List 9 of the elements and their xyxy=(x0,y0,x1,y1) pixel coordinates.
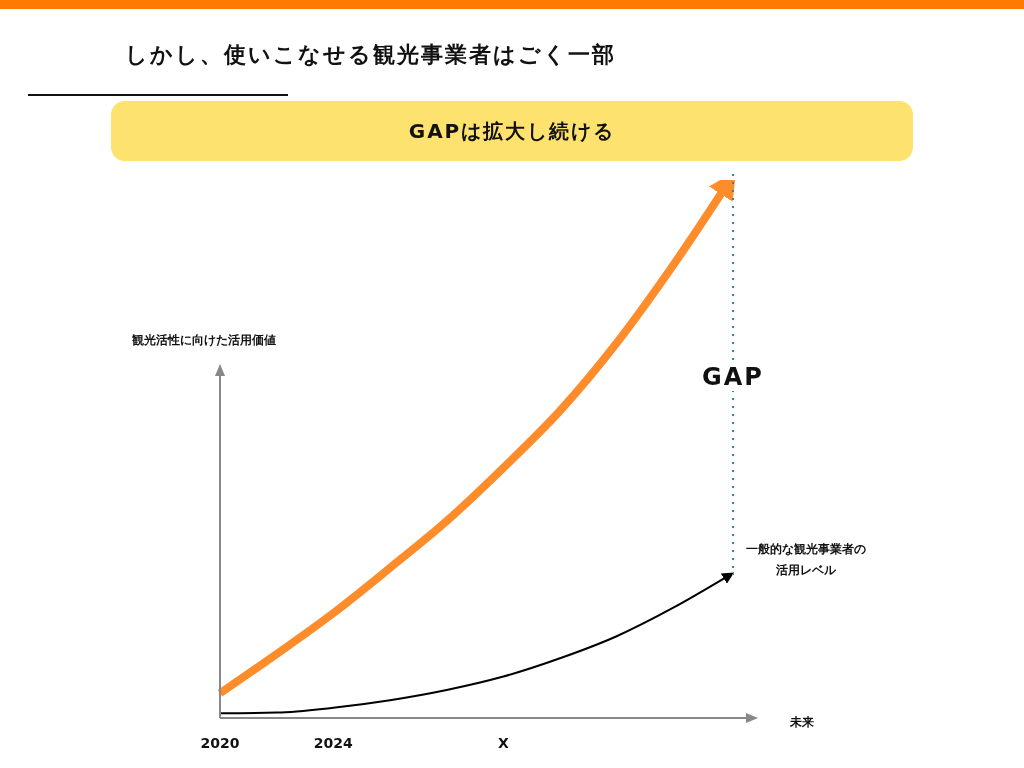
chart-subtitle: GAPは拡大し続ける xyxy=(408,117,616,145)
x-tick-label: 2024 xyxy=(313,734,354,751)
x-tick-label: X xyxy=(497,734,509,751)
annotation: GAP xyxy=(693,363,773,392)
chart-title: しかし、使いこなせる観光事業者はごく一部 xyxy=(125,41,616,69)
x-tick-label: 2020 xyxy=(200,734,240,751)
series-label: 一般的な観光事業者の活用レベル xyxy=(745,540,867,579)
y-axis-title: 観光活性に向けた活用価値 xyxy=(132,332,276,349)
x-axis-title: 未来 xyxy=(790,714,814,731)
